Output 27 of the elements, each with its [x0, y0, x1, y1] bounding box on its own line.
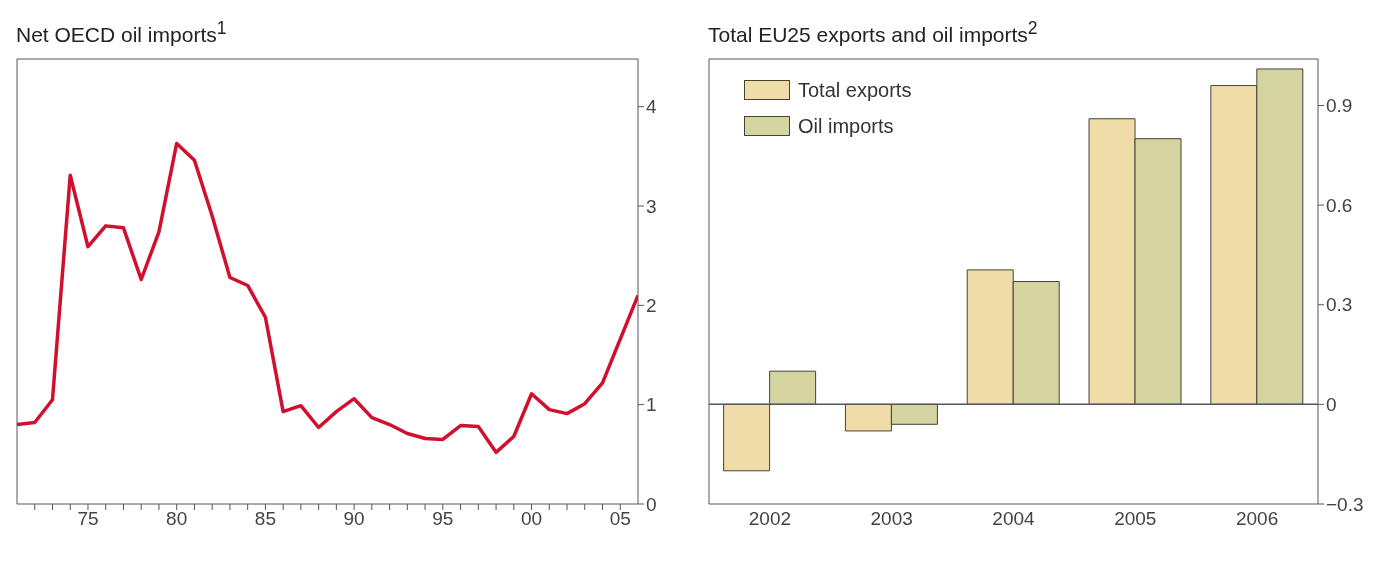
line-series [17, 141, 638, 455]
x-tick-label: 90 [343, 508, 365, 530]
y-tick-label: 0.9 [1326, 95, 1353, 117]
y-tick-label: 2 [646, 295, 657, 317]
x-tick-label: 2005 [1114, 508, 1157, 530]
y-tick-label: 0 [646, 493, 657, 515]
legend-label: Oil imports [798, 114, 894, 138]
x-tick-label: 2004 [992, 508, 1036, 530]
y-tick-label: 0.6 [1326, 194, 1353, 216]
y-tick-label: 3 [646, 195, 657, 217]
x-tick-label: 80 [166, 508, 188, 530]
x-tick-label: 00 [520, 508, 543, 530]
legend-label: Total exports [798, 78, 912, 102]
chart-title: Total EU25 exports and oil imports$^{2}$ [707, 17, 1039, 48]
x-tick-label: 95 [432, 508, 454, 530]
y-tick-label: 1 [646, 394, 657, 416]
y-tick-label: −0.3 [1326, 493, 1364, 515]
x-tick-label: 2002 [748, 508, 792, 530]
y-tick-label: 0.3 [1326, 294, 1353, 316]
y-tick-label: 4 [646, 96, 657, 118]
x-tick-label: 75 [77, 508, 99, 530]
x-tick-label: 05 [609, 508, 631, 530]
x-tick-label: 2006 [1235, 508, 1279, 530]
x-tick-label: 2003 [870, 508, 913, 530]
chart-title: Net OECD oil imports$^{1}$ [15, 17, 228, 48]
x-tick-label: 85 [254, 508, 276, 530]
y-tick-label: 0 [1326, 394, 1337, 416]
